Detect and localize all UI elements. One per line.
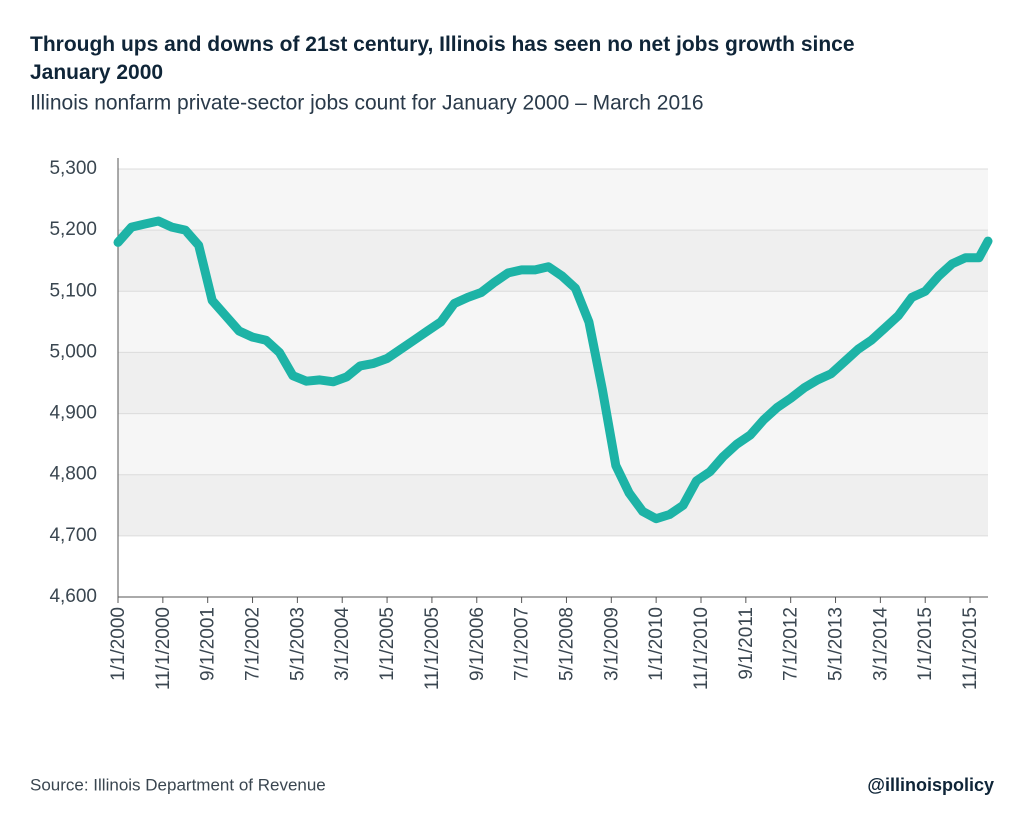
x-tick-label: 7/1/2012 (781, 607, 802, 681)
x-tick-label: 7/1/2007 (512, 607, 533, 681)
y-tick-label: 4,700 (49, 525, 97, 546)
x-tick-label: 9/1/2006 (467, 607, 488, 681)
chart-title: Through ups and downs of 21st century, I… (30, 33, 860, 84)
grid-band (118, 169, 988, 231)
grid-band (118, 291, 988, 353)
y-tick-label: 5,100 (49, 280, 97, 301)
x-tick-label: 11/1/2010 (691, 607, 712, 690)
x-tick-label: 11/1/2000 (153, 607, 174, 690)
x-tick-label: 5/1/2013 (826, 607, 847, 681)
y-tick-label: 5,000 (49, 341, 97, 362)
x-tick-label: 9/1/2011 (736, 607, 757, 680)
grid-band (118, 352, 988, 414)
x-tick-label: 11/1/2015 (960, 607, 981, 690)
data-line (113, 216, 993, 524)
x-tick-label: 1/1/2000 (108, 607, 129, 681)
x-tick-label: 9/1/2001 (198, 607, 219, 681)
x-tick-label: 5/1/2008 (556, 607, 577, 681)
chart-subtitle: Illinois nonfarm private-sector jobs cou… (30, 92, 704, 115)
x-tick-label: 1/1/2010 (646, 607, 667, 681)
grid-band (118, 413, 988, 475)
credit: @illinoispolicy (867, 775, 994, 795)
grid-band (118, 230, 988, 292)
y-tick-label: 5,200 (49, 219, 97, 240)
x-tick-label: 1/1/2005 (377, 607, 398, 681)
x-tick-label: 5/1/2003 (287, 607, 308, 681)
x-tick-label: 7/1/2002 (243, 607, 264, 681)
y-tick-label: 5,300 (49, 158, 97, 179)
source: Source: Illinois Department of Revenue (30, 775, 326, 794)
plot-area: 4,600 4,700 4,800 4,900 5,000 5,100 5,200 5,300… (49, 158, 993, 690)
title-line: January 2000 (30, 61, 163, 84)
y-tick-label: 4,800 (49, 464, 97, 485)
x-tick-label: 3/1/2014 (870, 607, 891, 681)
x-tick-label: 3/1/2009 (601, 607, 622, 681)
y-tick-label: 4,900 (49, 403, 97, 424)
x-tick-label: 1/1/2015 (915, 607, 936, 681)
y-tick-label: 4,600 (49, 586, 97, 607)
title-line: Through ups and downs of 21st century, I… (30, 33, 855, 56)
x-tick-label: 11/1/2005 (422, 607, 443, 690)
grid-band (118, 535, 988, 597)
x-tick-label: 3/1/2004 (332, 607, 353, 681)
grid-band (118, 474, 988, 536)
